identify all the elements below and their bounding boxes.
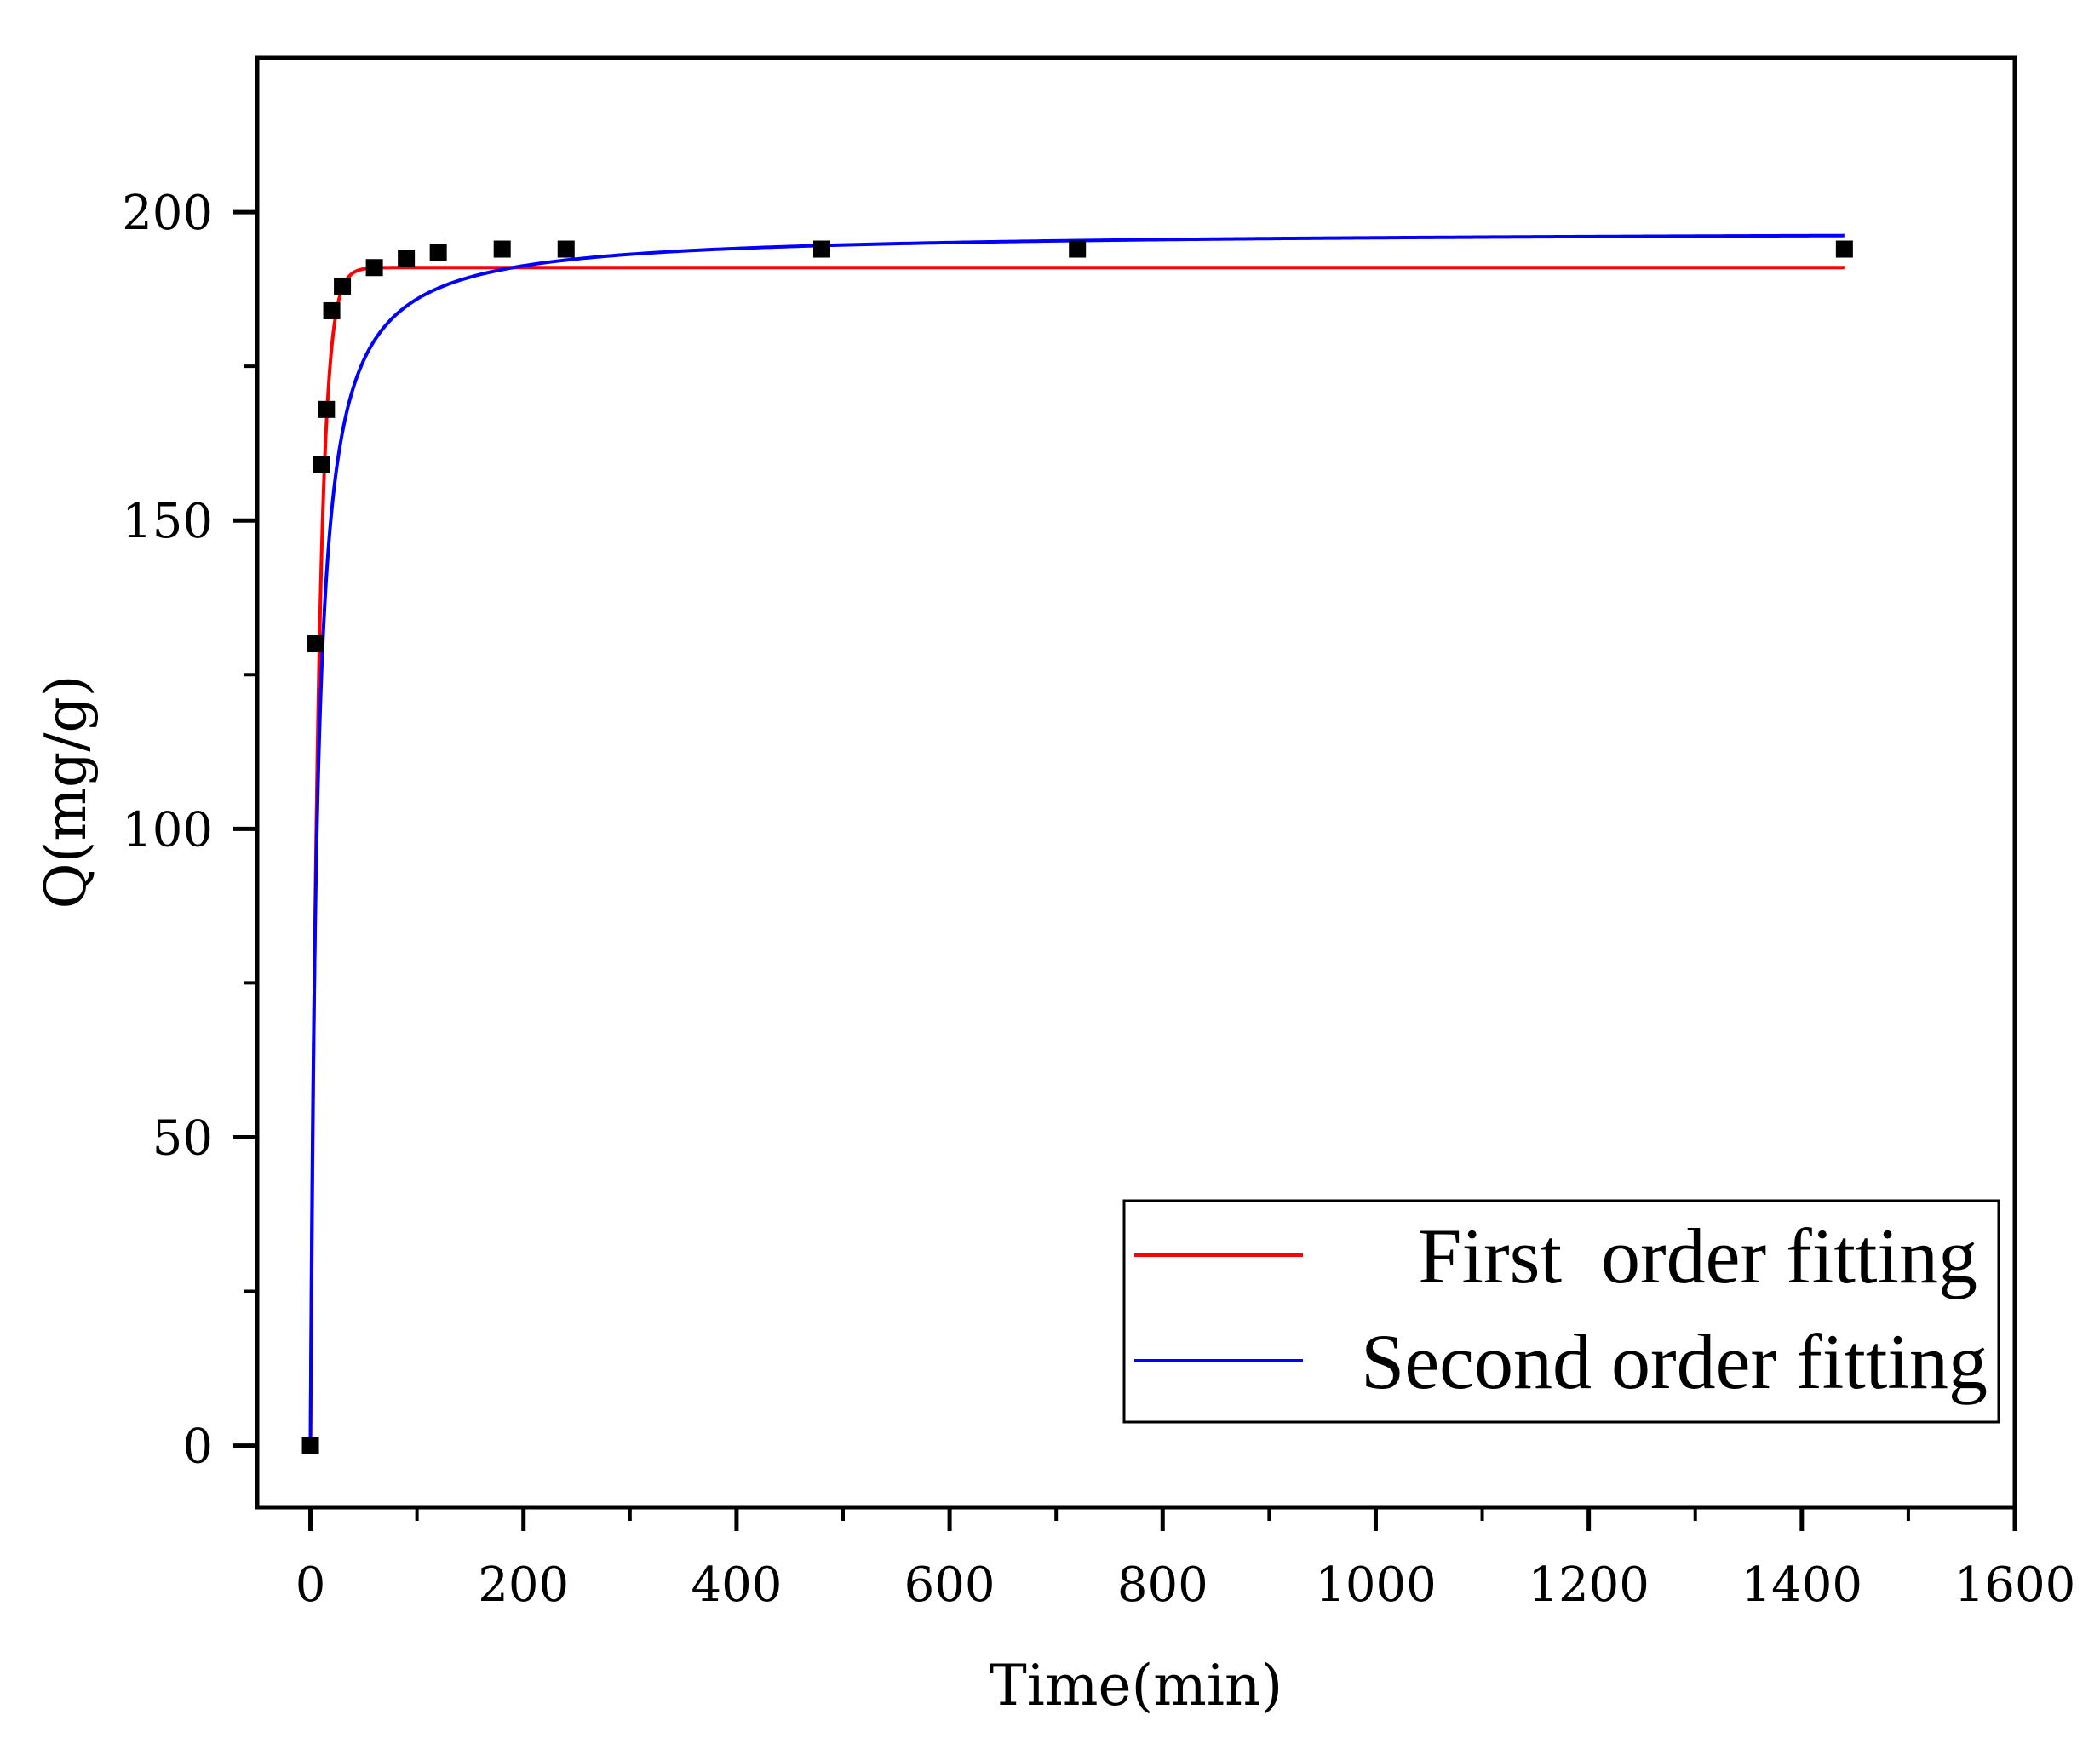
legend-box xyxy=(1122,1199,2000,1424)
data-point xyxy=(429,244,447,261)
data-point xyxy=(334,277,352,295)
x-tick-label: 1000 xyxy=(1315,1557,1437,1613)
data-point xyxy=(493,240,511,258)
data-point xyxy=(307,635,324,653)
x-tick-label: 400 xyxy=(691,1557,782,1613)
data-points xyxy=(301,240,1853,1454)
data-point xyxy=(318,400,336,418)
legend-label-first-order: First order fitting xyxy=(1418,1213,1977,1299)
series-line-second-order xyxy=(308,233,1845,1446)
axis-ticks: 0 200 400 600 800 1000 1200 1400 1600 0 50 100 150 20… xyxy=(122,186,2075,1613)
data-point xyxy=(812,240,830,258)
data-point xyxy=(398,250,416,267)
y-tick-label: 0 xyxy=(182,1420,213,1475)
data-point xyxy=(301,1437,319,1454)
data-point xyxy=(1835,240,1853,258)
x-tick-label: 600 xyxy=(904,1557,995,1613)
y-tick-label: 50 xyxy=(152,1110,213,1166)
x-tick-label: 800 xyxy=(1117,1557,1208,1613)
x-tick-label: 1200 xyxy=(1528,1557,1650,1613)
x-tick-label: 1400 xyxy=(1741,1557,1863,1613)
data-point xyxy=(313,456,330,474)
x-tick-label: 0 xyxy=(295,1557,326,1613)
y-axis-title: Q(mg/g) xyxy=(33,675,99,909)
data-point xyxy=(323,301,341,319)
data-point xyxy=(365,259,383,277)
legend: First order fitting Second order fitting xyxy=(1122,1199,2000,1424)
legend-label-second-order: Second order fitting xyxy=(1361,1318,1988,1405)
data-point xyxy=(557,240,575,258)
plot-frame xyxy=(255,55,2017,1510)
data-point xyxy=(1069,240,1087,258)
x-tick-label: 200 xyxy=(478,1557,569,1613)
y-tick-label: 150 xyxy=(122,494,213,549)
y-tick-label: 100 xyxy=(122,802,213,858)
y-tick-label: 200 xyxy=(122,186,213,241)
x-tick-label: 1600 xyxy=(1954,1557,2076,1613)
x-axis-title: Time(min) xyxy=(990,1653,1282,1718)
